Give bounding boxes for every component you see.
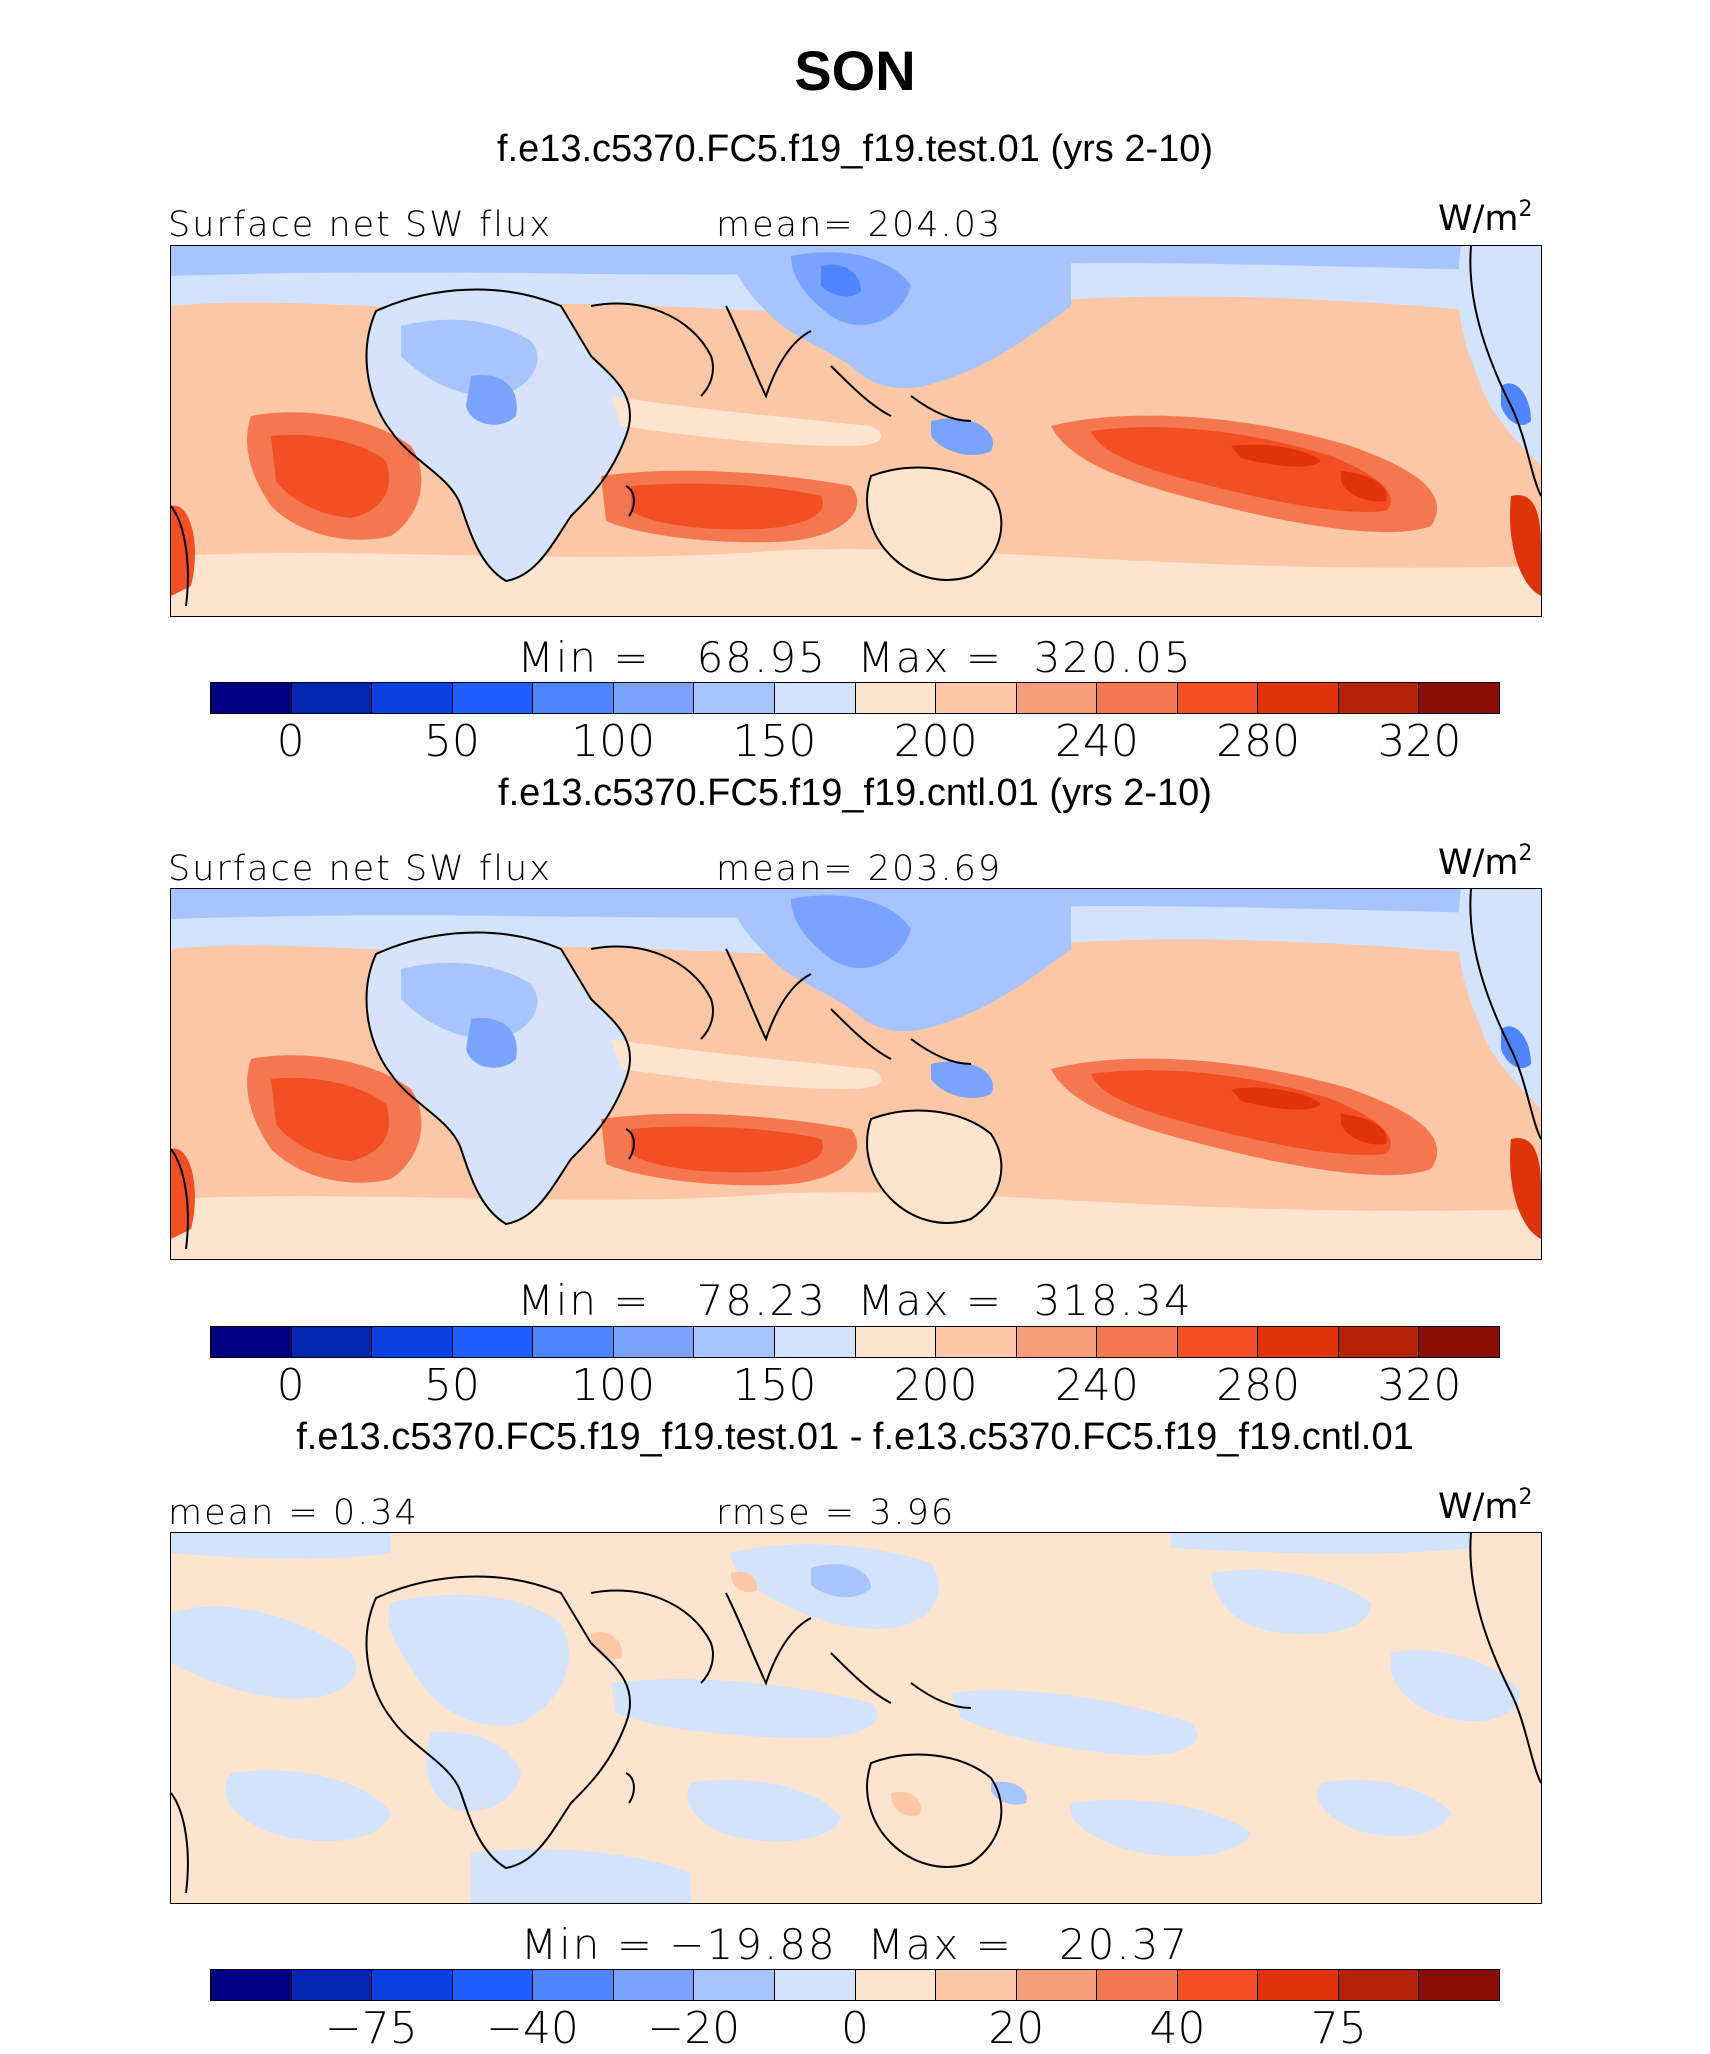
colorbar-box xyxy=(936,1327,1017,1357)
panel-2-min-max: Min = 78.23 Max = 318.34 xyxy=(517,1276,1193,1325)
colorbar-box xyxy=(1177,1327,1259,1357)
colorbar-box xyxy=(1016,683,1098,713)
panel-2-variable-label: Surface net SW flux xyxy=(168,849,552,889)
panel-1-mean-label: mean= 204.03 xyxy=(716,205,1003,245)
colorbar-box xyxy=(291,1327,373,1357)
page-title: SON xyxy=(794,39,916,102)
colorbar-tick-label: 280 xyxy=(1216,1360,1301,1411)
colorbar-tick-label: 150 xyxy=(732,1360,817,1411)
panel-3-min-max: Min = −19.88 Max = 20.37 xyxy=(520,1920,1190,1969)
colorbar-tick-label: 0 xyxy=(276,1360,305,1411)
colorbar-box xyxy=(1016,1327,1098,1357)
colorbar-box xyxy=(1097,683,1178,713)
colorbar-tick-label: 240 xyxy=(1054,1360,1139,1411)
colorbar-tick-label: 50 xyxy=(423,1360,480,1411)
colorbar-box xyxy=(1177,1970,1259,2000)
colorbar-box xyxy=(613,1327,695,1357)
colorbar-box xyxy=(855,683,937,713)
colorbar-box xyxy=(1258,1327,1339,1357)
colorbar-box xyxy=(452,1970,534,2000)
colorbar-box xyxy=(533,1970,614,2000)
panel-3-map-svg xyxy=(171,1533,1541,1903)
colorbar-box xyxy=(372,1970,453,2000)
colorbar-box xyxy=(774,683,856,713)
colorbar-tick-label: 320 xyxy=(1377,1360,1462,1411)
colorbar-box xyxy=(1338,1327,1420,1357)
colorbar-box xyxy=(291,683,373,713)
colorbar-box xyxy=(936,1970,1017,2000)
colorbar-box xyxy=(1258,683,1339,713)
colorbar-box xyxy=(452,1327,534,1357)
panel-1-map-svg xyxy=(171,246,1541,616)
panel-1-units: W/m2 xyxy=(1438,197,1533,239)
colorbar-box xyxy=(1177,683,1259,713)
panel-2-map-svg xyxy=(171,889,1541,1259)
panel-1-variable-label: Surface net SW flux xyxy=(168,205,552,245)
colorbar-box xyxy=(694,683,775,713)
colorbar-tick-label: 240 xyxy=(1054,716,1139,767)
colorbar-box xyxy=(372,1327,453,1357)
colorbar-box xyxy=(694,1970,775,2000)
colorbar-box xyxy=(1338,1970,1420,2000)
colorbar-box xyxy=(613,1970,695,2000)
colorbar-tick-label: 200 xyxy=(893,1360,978,1411)
colorbar-tick-label: 100 xyxy=(571,716,656,767)
colorbar-box xyxy=(533,683,614,713)
panel-1-map xyxy=(170,245,1542,617)
panel-3-colorbar xyxy=(210,1969,1500,2001)
colorbar-box xyxy=(774,1327,856,1357)
colorbar-box xyxy=(855,1327,937,1357)
colorbar-box xyxy=(1338,683,1420,713)
colorbar-box xyxy=(694,1327,775,1357)
colorbar-tick-label: 0 xyxy=(841,2003,869,2054)
panel-3-map xyxy=(170,1532,1542,1904)
colorbar-tick-label: −75 xyxy=(324,2003,418,2054)
colorbar-box xyxy=(1097,1327,1178,1357)
panel-3-units: W/m2 xyxy=(1438,1485,1533,1527)
colorbar-tick-label: 0 xyxy=(276,716,305,767)
colorbar-tick-label: 280 xyxy=(1216,716,1301,767)
colorbar-box xyxy=(211,1970,292,2000)
colorbar-box xyxy=(1016,1970,1098,2000)
colorbar-box xyxy=(1258,1970,1339,2000)
colorbar-box xyxy=(291,1970,373,2000)
panel-2-colorbar xyxy=(210,1326,1500,1358)
colorbar-box xyxy=(1419,683,1499,713)
colorbar-box xyxy=(1419,1970,1499,2000)
panel-3-rmse-label: rmse = 3.96 xyxy=(716,1493,956,1533)
colorbar-tick-label: 320 xyxy=(1377,716,1462,767)
colorbar-tick-label: 75 xyxy=(1310,2003,1367,2054)
colorbar-box xyxy=(936,683,1017,713)
panel-3-case-title: f.e13.c5370.FC5.f19_f19.test.01 - f.e13.… xyxy=(296,1416,1414,1458)
colorbar-tick-label: 50 xyxy=(423,716,480,767)
colorbar-box xyxy=(211,683,292,713)
colorbar-tick-label: 40 xyxy=(1149,2003,1206,2054)
colorbar-box xyxy=(533,1327,614,1357)
colorbar-tick-label: 20 xyxy=(988,2003,1045,2054)
panel-2-units: W/m2 xyxy=(1438,841,1533,883)
colorbar-tick-label: −40 xyxy=(486,2003,579,2054)
panel-1-colorbar xyxy=(210,682,1500,714)
colorbar-tick-label: 150 xyxy=(732,716,817,767)
panel-2-mean-label: mean= 203.69 xyxy=(716,849,1003,889)
colorbar-tick-label: −20 xyxy=(647,2003,741,2054)
colorbar-box xyxy=(613,683,695,713)
colorbar-box xyxy=(855,1970,937,2000)
panel-3-mean-label: mean = 0.34 xyxy=(168,1493,419,1533)
panel-1-case-title: f.e13.c5370.FC5.f19_f19.test.01 (yrs 2-1… xyxy=(496,128,1214,170)
colorbar-box xyxy=(372,683,453,713)
colorbar-box xyxy=(211,1327,292,1357)
colorbar-box xyxy=(452,683,534,713)
colorbar-box xyxy=(1419,1327,1499,1357)
colorbar-box xyxy=(774,1970,856,2000)
colorbar-tick-label: 100 xyxy=(571,1360,656,1411)
colorbar-box xyxy=(1097,1970,1178,2000)
colorbar-tick-label: 200 xyxy=(893,716,978,767)
panel-1-min-max: Min = 68.95 Max = 320.05 xyxy=(517,633,1193,682)
panel-2-map xyxy=(170,888,1542,1260)
panel-2-case-title: f.e13.c5370.FC5.f19_f19.cntl.01 (yrs 2-1… xyxy=(498,772,1212,814)
